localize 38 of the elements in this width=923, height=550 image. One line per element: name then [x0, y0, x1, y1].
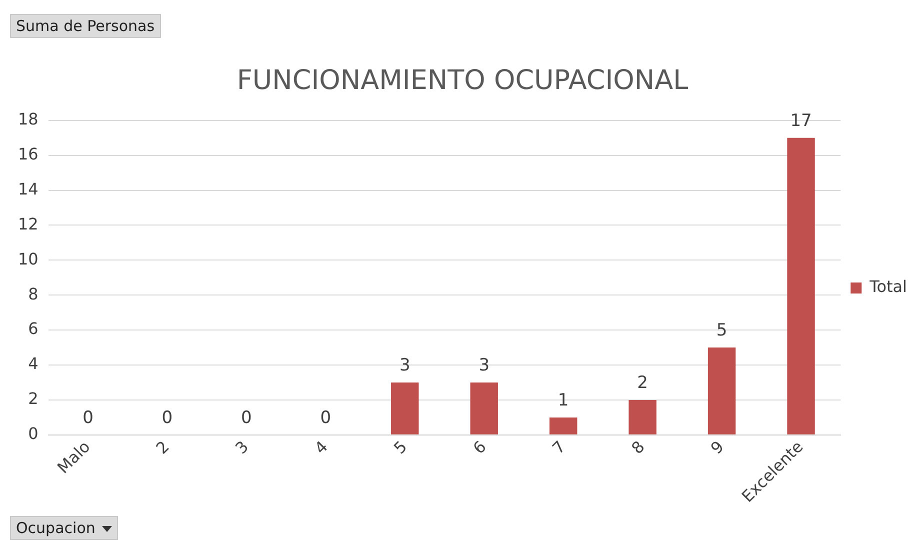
bar — [708, 348, 736, 434]
x-tick-label: 7 — [548, 437, 570, 458]
data-label: 0 — [82, 408, 94, 428]
data-label: 3 — [478, 355, 490, 376]
y-tick-label: 16 — [18, 144, 38, 164]
x-tick-label: 6 — [469, 437, 490, 458]
data-label: 1 — [558, 390, 569, 410]
x-tick-label: 8 — [628, 437, 648, 458]
y-tick-label: 2 — [28, 389, 38, 408]
bar — [787, 138, 815, 434]
data-label: 0 — [162, 408, 173, 428]
y-tick-label: 8 — [28, 284, 38, 304]
data-label: 0 — [241, 408, 252, 428]
y-tick-label: 6 — [28, 319, 38, 338]
data-label: 0 — [320, 408, 332, 428]
bar — [549, 417, 578, 434]
data-label: 5 — [716, 320, 728, 340]
bar — [470, 382, 498, 434]
bar — [628, 400, 656, 434]
chart-title: FUNCIONAMIENTO OCUPACIONAL — [236, 65, 688, 96]
text: Ocupacion — [16, 519, 96, 537]
y-tick-label: 12 — [18, 214, 38, 234]
x-tick-label: 3 — [232, 437, 252, 458]
data-label: 17 — [790, 110, 812, 131]
x-tick-label: 2 — [152, 437, 173, 458]
y-tick-label: 0 — [28, 424, 38, 444]
legend-label: Total — [868, 277, 908, 296]
y-tick-label: 18 — [18, 110, 38, 129]
bar — [391, 382, 419, 434]
x-tick-label: 9 — [706, 437, 728, 458]
text: Suma de Personas — [16, 17, 155, 35]
x-tick-label: 5 — [390, 437, 411, 458]
y-tick-label: 14 — [18, 179, 38, 198]
y-tick-label: 4 — [28, 354, 38, 374]
data-label: 2 — [637, 372, 648, 393]
data-label: 3 — [399, 355, 410, 376]
y-tick-label: 10 — [18, 249, 38, 268]
x-tick-label: 4 — [310, 437, 332, 458]
